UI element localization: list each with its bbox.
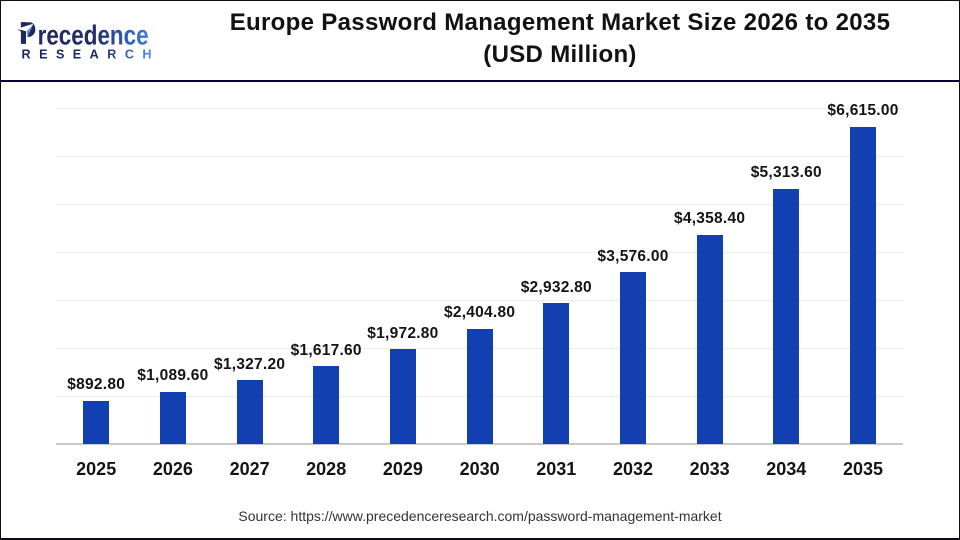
svg-text:recedence: recedence	[38, 20, 149, 51]
